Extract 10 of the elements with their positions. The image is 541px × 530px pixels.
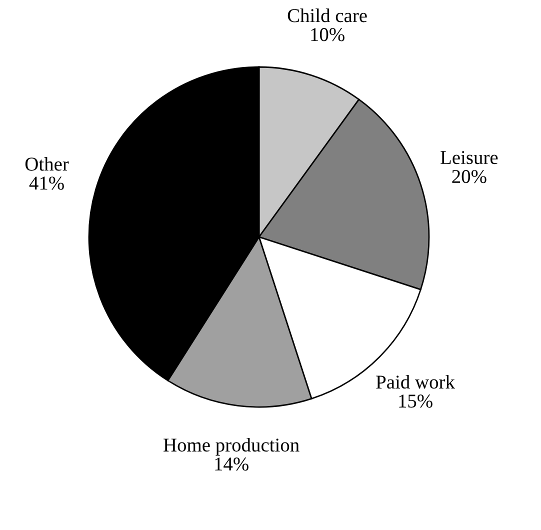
slice-label: Child care xyxy=(288,8,367,22)
slice-label: Paid work xyxy=(376,374,455,389)
data-label: 14% xyxy=(215,457,248,471)
slice-label: Home production xyxy=(164,438,300,456)
slice-label: Leisure xyxy=(440,151,498,164)
data-label: 20% xyxy=(452,170,486,184)
slice-label: Other xyxy=(25,157,69,171)
data-label: 15% xyxy=(399,394,432,408)
data-label: 10% xyxy=(311,28,344,42)
data-label: 41% xyxy=(29,176,64,190)
